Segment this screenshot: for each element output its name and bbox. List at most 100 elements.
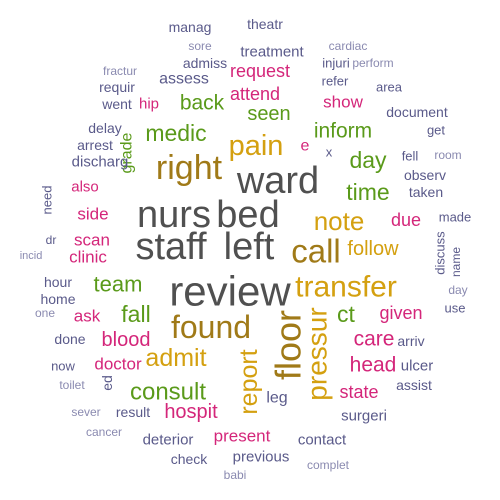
word-babi: babi [224, 468, 247, 482]
word-day: day [349, 147, 387, 173]
word-area: area [376, 80, 403, 95]
word-left: left [224, 226, 275, 268]
word-incid: incid [20, 250, 43, 262]
word-note: note [314, 206, 365, 236]
word-floor: floor [268, 310, 309, 380]
word-nurs: nurs [137, 194, 211, 236]
word-x: x [326, 145, 333, 160]
word-fractur: fractur [103, 64, 137, 78]
word-went: went [101, 96, 132, 112]
word-ct: ct [337, 301, 356, 327]
word-care: care [354, 328, 395, 351]
word-hospit: hospit [164, 401, 218, 423]
word-contact: contact [298, 432, 347, 449]
word-name: name [449, 247, 463, 277]
word-doctor: doctor [94, 355, 142, 374]
word-injuri: injuri [322, 56, 350, 71]
word-made: made [439, 210, 472, 225]
word-check: check [171, 451, 209, 467]
word-sever: sever [71, 405, 100, 419]
word-room: room [434, 148, 461, 162]
word-requir: requir [99, 79, 135, 95]
word-call: call [291, 233, 341, 270]
word-delay: delay [88, 120, 121, 136]
word-also: also [71, 179, 99, 196]
word-surgeri: surgeri [341, 408, 387, 425]
word-document: document [386, 104, 448, 120]
word-ulcer: ulcer [401, 358, 434, 375]
word-side: side [77, 205, 108, 224]
word-follow: follow [347, 238, 399, 260]
word-fall: fall [121, 301, 150, 327]
word-inform: inform [314, 120, 372, 143]
word-leg: leg [266, 390, 287, 407]
word-e: e [301, 138, 310, 155]
word-assess: assess [159, 71, 209, 88]
word-previous: previous [233, 449, 290, 466]
word-refer: refer [322, 74, 349, 89]
word-pressur: pressur [302, 307, 333, 400]
word-right: right [156, 149, 223, 187]
word-scan: scan [74, 231, 110, 250]
word-toilet: toilet [59, 378, 85, 392]
word-clinic: clinic [69, 248, 107, 267]
word-consult: consult [130, 379, 206, 406]
word-team: team [94, 272, 143, 297]
word-now: now [51, 359, 75, 374]
word-report: report [235, 349, 263, 414]
word-bed: bed [216, 194, 279, 236]
word-blood: blood [102, 329, 151, 351]
word-cardiac: cardiac [329, 39, 368, 53]
word-perform: perform [352, 56, 393, 70]
word-request: request [230, 61, 290, 81]
word-assist: assist [396, 377, 432, 393]
word-back: back [180, 92, 225, 115]
word-due: due [391, 210, 421, 230]
word-manag: manag [169, 19, 212, 35]
word-show: show [323, 93, 363, 112]
word-theatr: theatr [247, 16, 283, 32]
word-pain: pain [229, 130, 284, 162]
word-state: state [339, 382, 378, 402]
word-hip: hip [139, 96, 159, 113]
word-head: head [350, 354, 397, 377]
word-seen: seen [247, 103, 290, 125]
word-one: one [35, 306, 55, 320]
word-transfer: transfer [295, 271, 397, 304]
word-attend: attend [230, 84, 280, 104]
word-taken: taken [409, 184, 443, 200]
word-medic: medic [145, 120, 206, 146]
word-deterior: deterior [143, 432, 194, 449]
word-arriv: arriv [397, 333, 424, 349]
word-ed: ed [99, 375, 115, 391]
word-admiss: admiss [183, 55, 227, 71]
word-need: need [40, 186, 55, 215]
word-ask: ask [74, 307, 101, 326]
word-dr: dr [46, 233, 57, 247]
word-home: home [40, 291, 75, 307]
word-time: time [346, 179, 389, 205]
word-grade: grade [119, 132, 136, 173]
word-fell: fell [402, 149, 419, 164]
word-hour: hour [44, 274, 72, 290]
word-ward: ward [236, 160, 319, 202]
word-present: present [214, 427, 271, 446]
word-given: given [379, 303, 422, 323]
word-admit: admit [145, 344, 206, 372]
word-cancer: cancer [86, 425, 122, 439]
word-use: use [445, 301, 466, 316]
word-treatment: treatment [240, 44, 304, 61]
word-review: review [169, 268, 291, 315]
word-day: day [448, 283, 467, 297]
word-staff: staff [135, 226, 207, 268]
word-complet: complet [307, 458, 350, 472]
word-sore: sore [188, 39, 212, 53]
word-get: get [427, 123, 445, 138]
word-discuss: discuss [433, 231, 448, 275]
word-discharg: discharg [72, 154, 129, 171]
word-result: result [116, 404, 150, 420]
word-observ: observ [404, 167, 446, 183]
word-found: found [171, 309, 251, 345]
word-arrest: arrest [77, 137, 113, 153]
